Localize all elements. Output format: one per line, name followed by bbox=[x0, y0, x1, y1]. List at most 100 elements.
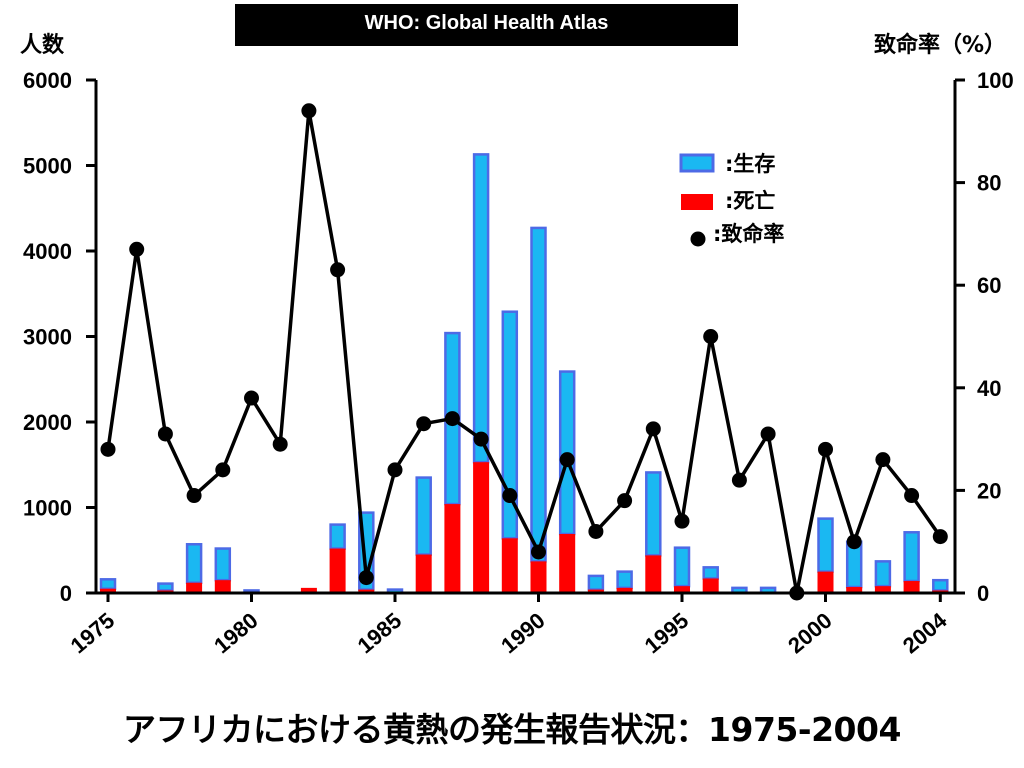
cfr-point-2003 bbox=[904, 488, 920, 504]
bar-death-1994 bbox=[645, 555, 662, 593]
bar-survival-2003 bbox=[903, 531, 920, 583]
chart-caption: アフリカにおける黄熱の発生報告状況：1975-2004 bbox=[123, 710, 901, 749]
legend: :生存 :死亡 :致命率 bbox=[679, 152, 784, 247]
x-tick-label-2000: 2000 bbox=[783, 608, 837, 659]
legend-marker-cfr bbox=[690, 231, 706, 247]
right-tick-label-60: 60 bbox=[977, 273, 1001, 298]
bar-survival-1989 bbox=[501, 310, 519, 540]
yellow-fever-chart: 0 1000 2000 3000 4000 5000 6000 0 20 40 60 80 100 197… bbox=[20, 32, 1014, 659]
cfr-point-1991 bbox=[559, 452, 575, 468]
x-tick-label-1995: 1995 bbox=[640, 608, 694, 659]
bar-death-1989 bbox=[501, 538, 518, 593]
bar-death-2001 bbox=[846, 587, 863, 593]
cfr-point-1985 bbox=[387, 462, 403, 478]
bar-survival-1994 bbox=[645, 471, 662, 557]
cfr-point-1987 bbox=[444, 411, 460, 427]
cfr-point-1990 bbox=[531, 544, 546, 560]
legend-label-survival: :生存 bbox=[725, 152, 775, 176]
bar-survival-1986 bbox=[415, 476, 432, 556]
bar-survival-1990 bbox=[530, 226, 547, 563]
bar-death-1990 bbox=[530, 561, 547, 593]
bar-survival-1992 bbox=[587, 574, 605, 591]
bar-death-1993 bbox=[616, 587, 633, 593]
bar-death-1988 bbox=[473, 462, 490, 593]
right-tick-label-20: 20 bbox=[977, 478, 1001, 503]
bar-death-1995 bbox=[674, 586, 690, 593]
cfr-point-1989 bbox=[502, 488, 518, 504]
cfr-point-2000 bbox=[818, 441, 833, 457]
cfr-point-1980 bbox=[244, 390, 259, 406]
x-tick-label-1980: 1980 bbox=[209, 608, 263, 659]
bar-death-1978 bbox=[186, 582, 203, 593]
x-tick-label-1990: 1990 bbox=[496, 608, 550, 659]
bar-death-1983 bbox=[329, 548, 346, 593]
bar-survival-1995 bbox=[673, 546, 691, 588]
cfr-point-1975 bbox=[100, 441, 116, 457]
cfr-point-1983 bbox=[330, 262, 346, 278]
cfr-point-2002 bbox=[875, 452, 891, 468]
cfr-point-1996 bbox=[703, 329, 719, 344]
bar-death-1979 bbox=[214, 580, 231, 593]
source-banner: WHO: Global Health Atlas bbox=[235, 4, 738, 46]
bar-death-2003 bbox=[903, 581, 920, 593]
bar-death-1975 bbox=[100, 588, 116, 593]
cfr-point-1992 bbox=[588, 523, 604, 539]
bar-survival-1978 bbox=[185, 543, 203, 584]
right-tick-label-40: 40 bbox=[977, 376, 1001, 401]
bar-survival-1979 bbox=[214, 547, 232, 582]
cfr-point-1979 bbox=[215, 462, 231, 478]
right-axis-title: 致命率（%） bbox=[874, 32, 1006, 58]
cfr-point-1997 bbox=[731, 472, 747, 488]
x-tick-label-1985: 1985 bbox=[353, 608, 407, 659]
bar-death-1984 bbox=[358, 589, 375, 593]
cfr-line bbox=[106, 109, 942, 595]
left-tick-label-4000: 4000 bbox=[23, 239, 72, 264]
bar-survival-2004 bbox=[932, 578, 949, 592]
axes-group bbox=[86, 78, 965, 602]
bar-survival-1993 bbox=[616, 570, 633, 590]
bar-death-1996 bbox=[702, 578, 719, 593]
bar-death-2002 bbox=[874, 586, 891, 593]
source-banner-text: WHO: Global Health Atlas bbox=[364, 12, 609, 34]
right-tick-label-0: 0 bbox=[977, 581, 989, 606]
legend-swatch-survival bbox=[679, 153, 715, 173]
cfr-line-group bbox=[100, 103, 948, 601]
x-tick-label-1975: 1975 bbox=[66, 608, 120, 659]
legend-swatch-death bbox=[681, 194, 713, 210]
bar-death-1986 bbox=[415, 554, 432, 593]
cfr-point-2004 bbox=[932, 529, 948, 545]
cfr-point-1986 bbox=[416, 416, 432, 432]
right-tick-label-100: 100 bbox=[977, 68, 1014, 93]
bar-survival-1988 bbox=[472, 153, 490, 464]
bar-survival-1983 bbox=[329, 523, 346, 550]
left-tick-label-1000: 1000 bbox=[23, 496, 72, 521]
right-tick-label-80: 80 bbox=[977, 171, 1001, 196]
cfr-point-1981 bbox=[272, 436, 288, 452]
left-tick-label-6000: 6000 bbox=[23, 68, 72, 93]
bar-death-1982 bbox=[300, 587, 317, 593]
bar-death-1987 bbox=[444, 504, 461, 593]
legend-label-cfr: :致命率 bbox=[713, 222, 784, 246]
x-tick-label-2004: 2004 bbox=[898, 607, 952, 658]
cfr-point-1993 bbox=[617, 493, 633, 509]
cfr-point-1982 bbox=[301, 103, 317, 119]
cfr-point-1978 bbox=[186, 488, 202, 504]
cfr-point-1999 bbox=[789, 585, 805, 601]
bar-death-2000 bbox=[817, 571, 834, 593]
bar-survival-1996 bbox=[702, 566, 719, 580]
bars-group bbox=[99, 153, 949, 595]
left-tick-label-3000: 3000 bbox=[23, 325, 72, 350]
cfr-point-1984 bbox=[358, 570, 374, 586]
cfr-point-1988 bbox=[473, 431, 489, 447]
bar-survival-2000 bbox=[817, 517, 834, 573]
bar-death-1992 bbox=[587, 589, 604, 593]
left-tick-label-2000: 2000 bbox=[23, 410, 72, 435]
left-tick-label-5000: 5000 bbox=[23, 154, 72, 179]
cfr-point-1976 bbox=[129, 241, 145, 257]
legend-label-death: :死亡 bbox=[725, 189, 775, 213]
cfr-point-1994 bbox=[645, 421, 661, 437]
left-axis-title: 人数 bbox=[20, 32, 65, 58]
left-tick-label-0: 0 bbox=[60, 581, 72, 606]
bar-death-1991 bbox=[559, 534, 576, 593]
bar-survival-1977 bbox=[157, 582, 174, 592]
